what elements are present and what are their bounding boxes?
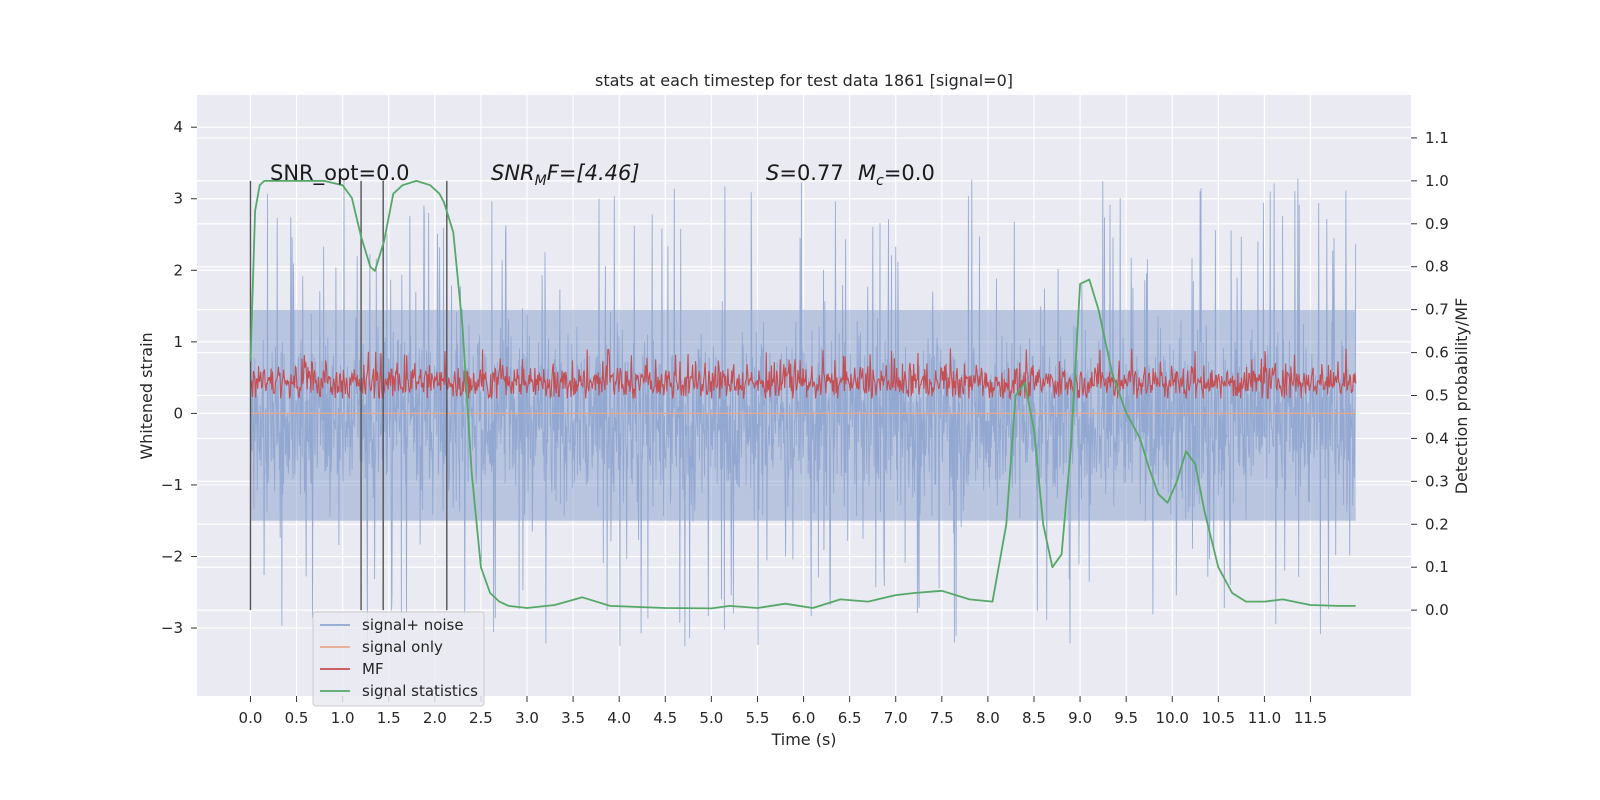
x-axis-label: Time (s) (770, 730, 836, 749)
y-tick-label: 1 (173, 333, 183, 351)
right-y-tick-label: 1.0 (1425, 172, 1449, 190)
right-axis-label: Detection probability/MF (1452, 298, 1471, 495)
x-tick-label: 0.5 (285, 709, 309, 727)
y-axis-ticks: −3 −2 −1 0 1 2 3 4 (161, 118, 197, 637)
series-signal-statistics (249, 179, 1356, 610)
legend: signal+ noise signal only MF signal stat… (312, 611, 485, 707)
x-tick-label: 5.5 (746, 709, 770, 727)
annotation-snr-mf: SNRMF=[4.46] (491, 161, 640, 189)
x-tick-label: 4.5 (653, 709, 677, 727)
right-y-tick-label: 1.1 (1425, 129, 1449, 147)
plot-area (249, 178, 1357, 647)
annotation-snr-opt: SNR_opt=0.0 (270, 161, 410, 186)
legend-label-signal-statistics: signal statistics (362, 682, 478, 700)
series-mf (249, 348, 1357, 401)
x-tick-label: 6.5 (838, 709, 862, 727)
annotation-s: S=0.77 (766, 161, 844, 185)
y-tick-label: 0 (173, 404, 183, 422)
signal-statistics-layer (249, 179, 1356, 610)
y-tick-label: 3 (173, 190, 183, 208)
y-tick-label: 4 (173, 118, 183, 136)
x-axis-ticks: 0.0 0.5 1.0 1.5 2.0 2.5 3.0 3.5 4.0 4.5 5.0 5.5 6.0 6… (239, 696, 1327, 727)
x-tick-label: 10.5 (1202, 709, 1235, 727)
right-y-tick-label: 0.7 (1425, 301, 1449, 319)
x-tick-label: 5.0 (699, 709, 723, 727)
x-tick-label: 7.0 (884, 709, 908, 727)
x-tick-label: 2.5 (469, 709, 493, 727)
right-y-tick-label: 0.5 (1425, 387, 1449, 405)
y-tick-label: −3 (161, 619, 183, 637)
right-y-tick-label: 0.8 (1425, 258, 1449, 276)
x-tick-label: 0.0 (239, 709, 263, 727)
x-tick-label: 11.0 (1248, 709, 1281, 727)
y-axis-label: Whitened strain (137, 332, 156, 459)
x-tick-label: 8.5 (1022, 709, 1046, 727)
y-tick-label: 2 (173, 261, 183, 279)
series-signal-noise-core (250, 309, 1356, 521)
legend-label-mf: MF (362, 660, 384, 678)
legend-label-signal-only: signal only (362, 638, 443, 656)
right-axis-ticks: 0.0 0.1 0.2 0.3 0.4 0.5 0.6 0.7 0.8 0.9 1.0 1.1 (1411, 129, 1449, 619)
x-tick-label: 6.0 (792, 709, 816, 727)
x-tick-label: 8.0 (976, 709, 1000, 727)
x-tick-label: 2.0 (423, 709, 447, 727)
y-tick-label: −2 (161, 547, 183, 565)
legend-label-signal-noise: signal+ noise (362, 616, 464, 634)
annotation-mc: Mc=0.0 (858, 161, 935, 189)
x-tick-label: 1.0 (331, 709, 355, 727)
x-tick-label: 7.5 (930, 709, 954, 727)
right-y-tick-label: 0.9 (1425, 215, 1449, 233)
x-tick-label: 4.0 (607, 709, 631, 727)
right-y-tick-label: 0.2 (1425, 515, 1449, 533)
chart-title: stats at each timestep for test data 186… (595, 71, 1013, 90)
right-y-tick-label: 0.0 (1425, 601, 1449, 619)
y-tick-label: −1 (161, 476, 183, 494)
right-y-tick-label: 0.6 (1425, 344, 1449, 362)
vertical-markers (249, 180, 448, 611)
legend-box (312, 611, 485, 707)
x-tick-label: 10.0 (1156, 709, 1189, 727)
x-tick-label: 9.5 (1114, 709, 1138, 727)
x-tick-label: 9.0 (1068, 709, 1092, 727)
x-tick-label: 3.5 (561, 709, 585, 727)
right-y-tick-label: 0.1 (1425, 558, 1449, 576)
right-y-tick-label: 0.3 (1425, 472, 1449, 490)
x-tick-label: 1.5 (377, 709, 401, 727)
x-tick-label: 3.0 (515, 709, 539, 727)
right-y-tick-label: 0.4 (1425, 429, 1449, 447)
x-tick-label: 11.5 (1294, 709, 1327, 727)
